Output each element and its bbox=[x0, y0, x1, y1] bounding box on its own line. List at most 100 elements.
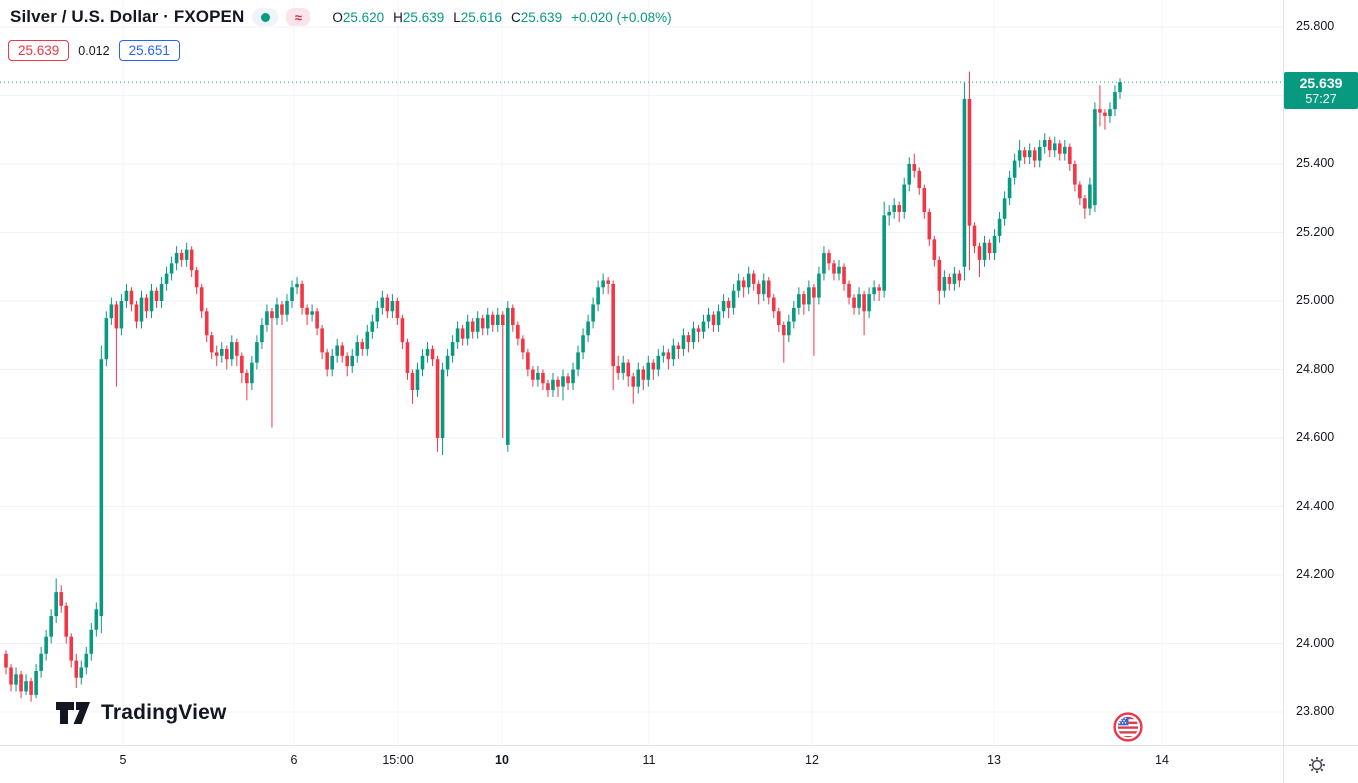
candle[interactable] bbox=[49, 609, 53, 644]
candle[interactable] bbox=[516, 321, 520, 346]
candle[interactable] bbox=[867, 287, 871, 319]
candle[interactable] bbox=[64, 602, 69, 644]
candle[interactable] bbox=[495, 307, 500, 332]
candle[interactable] bbox=[606, 277, 610, 295]
candle[interactable] bbox=[581, 328, 585, 360]
candle[interactable] bbox=[209, 331, 214, 360]
candle[interactable] bbox=[375, 301, 380, 329]
candle[interactable] bbox=[1052, 136, 1057, 158]
candle[interactable] bbox=[631, 372, 636, 404]
candle[interactable] bbox=[39, 646, 43, 678]
candle[interactable] bbox=[877, 283, 881, 301]
candle[interactable] bbox=[1017, 140, 1022, 168]
candle[interactable] bbox=[4, 650, 8, 675]
candle[interactable] bbox=[817, 266, 821, 305]
candle[interactable] bbox=[897, 201, 902, 223]
candle[interactable] bbox=[781, 321, 786, 363]
candle[interactable] bbox=[776, 307, 781, 332]
candle[interactable] bbox=[14, 667, 18, 692]
candle[interactable] bbox=[686, 331, 691, 353]
candle[interactable] bbox=[435, 355, 440, 452]
candle[interactable] bbox=[224, 345, 229, 370]
candle[interactable] bbox=[526, 348, 530, 377]
candle[interactable] bbox=[992, 229, 997, 260]
candle[interactable] bbox=[997, 211, 1002, 243]
candle[interactable] bbox=[716, 304, 721, 332]
candle[interactable] bbox=[295, 277, 299, 295]
candle[interactable] bbox=[84, 646, 89, 675]
candle[interactable] bbox=[711, 311, 716, 332]
candle[interactable] bbox=[797, 287, 801, 315]
candle[interactable] bbox=[245, 369, 249, 401]
candle[interactable] bbox=[561, 369, 565, 401]
candle[interactable] bbox=[460, 324, 465, 346]
candle[interactable] bbox=[360, 338, 365, 356]
candle[interactable] bbox=[766, 277, 771, 305]
candle[interactable] bbox=[832, 259, 836, 281]
candle[interactable] bbox=[500, 311, 505, 438]
candle[interactable] bbox=[1032, 146, 1037, 168]
candle[interactable] bbox=[882, 201, 886, 298]
candle[interactable] bbox=[420, 348, 425, 377]
candle[interactable] bbox=[546, 379, 550, 397]
candle[interactable] bbox=[741, 277, 746, 298]
delayed-data-icon[interactable]: ≈ bbox=[286, 8, 311, 26]
candle[interactable] bbox=[666, 348, 671, 370]
candle[interactable] bbox=[1073, 160, 1077, 192]
candle[interactable] bbox=[480, 314, 485, 336]
candle[interactable] bbox=[626, 359, 631, 387]
candle[interactable] bbox=[641, 366, 646, 391]
candle[interactable] bbox=[350, 348, 355, 373]
candle[interactable] bbox=[1007, 170, 1012, 206]
candle[interactable] bbox=[400, 314, 405, 349]
candle[interactable] bbox=[857, 287, 861, 315]
candle[interactable] bbox=[260, 318, 264, 349]
candle[interactable] bbox=[325, 348, 329, 377]
candle[interactable] bbox=[947, 273, 952, 291]
tradingview-logo[interactable]: TradingView bbox=[54, 699, 227, 727]
candle[interactable] bbox=[651, 359, 656, 380]
gear-icon[interactable] bbox=[1308, 756, 1326, 774]
candle[interactable] bbox=[390, 294, 395, 319]
candle[interactable] bbox=[179, 249, 184, 267]
candle[interactable] bbox=[972, 222, 977, 254]
candle[interactable] bbox=[746, 266, 751, 295]
candle[interactable] bbox=[44, 629, 48, 661]
candle[interactable] bbox=[842, 263, 846, 291]
candle[interactable] bbox=[204, 307, 209, 343]
candle[interactable] bbox=[405, 338, 410, 380]
candle[interactable] bbox=[285, 294, 289, 322]
candle[interactable] bbox=[395, 297, 400, 325]
candle[interactable] bbox=[370, 314, 375, 339]
candle[interactable] bbox=[511, 304, 515, 332]
sell-price-button[interactable]: 25.639 bbox=[8, 40, 70, 61]
candle[interactable] bbox=[852, 294, 856, 315]
candle[interactable] bbox=[1103, 109, 1107, 130]
candle[interactable] bbox=[275, 297, 279, 325]
candle[interactable] bbox=[485, 307, 490, 336]
candle[interactable] bbox=[847, 280, 851, 305]
candle[interactable] bbox=[691, 321, 696, 349]
candle[interactable] bbox=[506, 301, 510, 452]
candle[interactable] bbox=[465, 314, 470, 346]
price-scale[interactable]: 25.800 25.400 25.200 25.000 24.800 24.600 24.4… bbox=[1283, 0, 1358, 745]
candle[interactable] bbox=[450, 335, 455, 363]
candle[interactable] bbox=[99, 345, 104, 634]
candle[interactable] bbox=[1042, 133, 1047, 154]
candle[interactable] bbox=[1047, 136, 1052, 158]
candle[interactable] bbox=[576, 345, 580, 377]
candle[interactable] bbox=[1088, 177, 1092, 216]
candle[interactable] bbox=[1022, 146, 1027, 164]
candle[interactable] bbox=[1057, 140, 1062, 161]
candle[interactable] bbox=[761, 273, 766, 301]
candle[interactable] bbox=[681, 328, 686, 356]
candle[interactable] bbox=[1068, 143, 1072, 171]
candle[interactable] bbox=[661, 345, 666, 363]
market-status-icon[interactable] bbox=[252, 8, 279, 26]
candle[interactable] bbox=[586, 314, 590, 343]
candle[interactable] bbox=[962, 81, 967, 281]
candle[interactable] bbox=[987, 239, 992, 260]
candle[interactable] bbox=[214, 345, 219, 367]
candle[interactable] bbox=[139, 290, 144, 329]
candle[interactable] bbox=[892, 198, 896, 219]
